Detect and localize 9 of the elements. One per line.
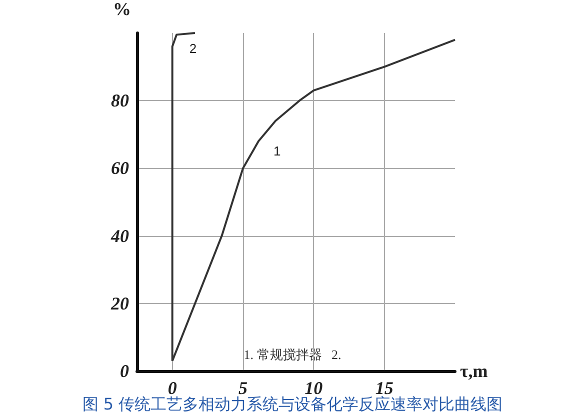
y-axis-title: %	[113, 0, 131, 19]
y-tick-label: 0	[120, 361, 129, 381]
series-label: 2	[189, 41, 197, 56]
series-label: 1	[274, 144, 281, 159]
y-tick-label: 80	[111, 90, 129, 111]
y-tick-label: 60	[111, 158, 129, 178]
x-axis-title: τ,m	[460, 361, 488, 381]
y-tick-label: 20	[110, 293, 129, 314]
y-tick-label: 40	[110, 226, 129, 246]
